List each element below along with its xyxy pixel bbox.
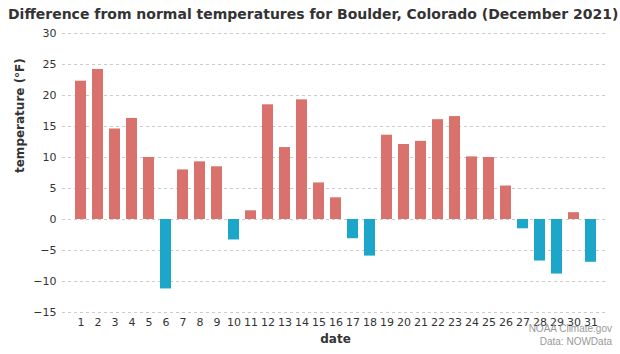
svg-text:18: 18 — [363, 316, 377, 329]
svg-text:temperature (°F): temperature (°F) — [13, 58, 27, 173]
svg-text:25: 25 — [43, 58, 57, 71]
svg-text:15: 15 — [312, 316, 326, 329]
svg-text:11: 11 — [244, 316, 258, 329]
html-text:Difference from normal tempera: Difference from normal temperatures for … — [8, 6, 619, 22]
svg-text:22: 22 — [431, 316, 445, 329]
svg-text:8: 8 — [197, 316, 204, 329]
svg-text:12: 12 — [261, 316, 275, 329]
svg-text:7: 7 — [180, 316, 187, 329]
svg-text:−10: −10 — [33, 275, 56, 288]
html-text:NOAA Climate.gov: NOAA Climate.gov — [528, 323, 612, 334]
svg-text:24: 24 — [465, 316, 479, 329]
svg-text:30: 30 — [43, 27, 57, 40]
svg-text:10: 10 — [43, 151, 57, 164]
svg-text:23: 23 — [448, 316, 462, 329]
svg-text:2: 2 — [95, 316, 102, 329]
html-text:Data: NOWData: Data: NOWData — [539, 336, 612, 347]
svg-text:16: 16 — [329, 316, 343, 329]
svg-text:6: 6 — [163, 316, 170, 329]
svg-text:13: 13 — [278, 316, 292, 329]
svg-text:20: 20 — [397, 316, 411, 329]
svg-text:−5: −5 — [40, 244, 56, 257]
svg-text:1: 1 — [78, 316, 85, 329]
svg-text:5: 5 — [146, 316, 153, 329]
svg-text:0: 0 — [50, 213, 57, 226]
svg-text:−15: −15 — [33, 306, 56, 319]
svg-text:4: 4 — [129, 316, 136, 329]
svg-text:14: 14 — [295, 316, 309, 329]
svg-text:3: 3 — [112, 316, 119, 329]
svg-text:5: 5 — [50, 182, 57, 195]
svg-text:25: 25 — [482, 316, 496, 329]
svg-text:10: 10 — [227, 316, 241, 329]
svg-text:21: 21 — [414, 316, 428, 329]
svg-text:26: 26 — [499, 316, 513, 329]
svg-text:27: 27 — [516, 316, 530, 329]
svg-text:9: 9 — [214, 316, 221, 329]
svg-text:15: 15 — [43, 120, 57, 133]
html-text:28 29 30 31: 28 29 30 31 — [533, 316, 598, 330]
svg-text:date: date — [320, 332, 351, 346]
svg-text:19: 19 — [380, 316, 394, 329]
svg-text:20: 20 — [43, 89, 57, 102]
svg-text:17: 17 — [346, 316, 360, 329]
